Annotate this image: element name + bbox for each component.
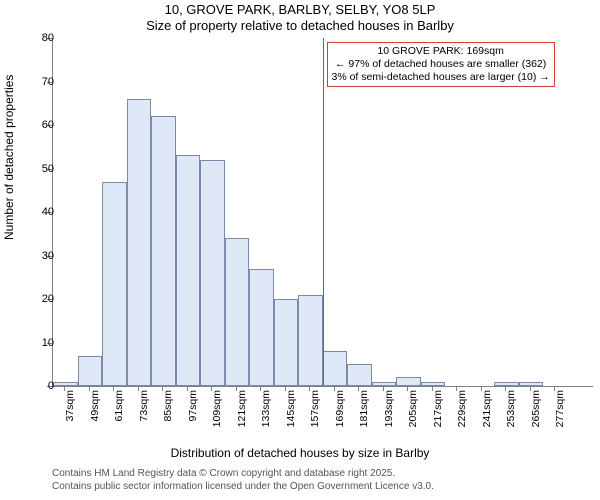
x-tick-label: 73sqm (138, 390, 150, 438)
histogram-bar (249, 269, 274, 386)
x-tick-label: 109sqm (211, 390, 223, 438)
x-tick-label: 217sqm (432, 390, 444, 438)
x-tick-label: 241sqm (481, 390, 493, 438)
histogram-bar (298, 295, 323, 386)
footer-line-1: Contains HM Land Registry data © Crown c… (52, 468, 395, 479)
histogram-bar (494, 382, 519, 386)
histogram-bar (396, 377, 421, 386)
plot-area: 10 GROVE PARK: 169sqm← 97% of detached h… (52, 38, 593, 387)
x-tick-label: 121sqm (236, 390, 248, 438)
x-tick-label: 157sqm (309, 390, 321, 438)
y-tick-label: 60 (42, 119, 54, 131)
histogram-bar (102, 182, 127, 386)
histogram-bar (127, 99, 152, 386)
x-tick-label: 97sqm (187, 390, 199, 438)
y-tick-label: 50 (42, 163, 54, 175)
x-tick-label: 133sqm (260, 390, 272, 438)
x-tick-label: 205sqm (407, 390, 419, 438)
histogram-bar (421, 382, 446, 386)
x-tick-label: 181sqm (358, 390, 370, 438)
histogram-bar (200, 160, 225, 386)
y-tick-label: 20 (42, 293, 54, 305)
x-tick-label: 265sqm (530, 390, 542, 438)
histogram-bar (323, 351, 348, 386)
histogram-bar (225, 238, 250, 386)
histogram-bar (53, 382, 78, 386)
y-tick-label: 0 (48, 380, 54, 392)
x-tick-label: 169sqm (334, 390, 346, 438)
y-tick-label: 70 (42, 76, 54, 88)
chart-title-main: 10, GROVE PARK, BARLBY, SELBY, YO8 5LP (0, 2, 600, 17)
chart-title-sub: Size of property relative to detached ho… (0, 18, 600, 33)
histogram-bar (274, 299, 299, 386)
x-tick-label: 61sqm (113, 390, 125, 438)
histogram-bar (519, 382, 544, 386)
y-tick-label: 10 (42, 337, 54, 349)
highlight-line (323, 38, 324, 386)
x-tick-label: 145sqm (285, 390, 297, 438)
x-tick-label: 253sqm (505, 390, 517, 438)
histogram-bar (78, 356, 103, 386)
highlight-callout: 10 GROVE PARK: 169sqm← 97% of detached h… (327, 42, 555, 87)
y-axis-label: Number of detached properties (2, 75, 16, 240)
histogram-bar (347, 364, 372, 386)
x-tick-label: 37sqm (64, 390, 76, 438)
x-tick-label: 49sqm (89, 390, 101, 438)
x-tick-label: 229sqm (456, 390, 468, 438)
histogram-bar (176, 155, 201, 386)
y-tick-label: 30 (42, 250, 54, 262)
x-axis-label: Distribution of detached houses by size … (0, 446, 600, 460)
x-tick-label: 277sqm (554, 390, 566, 438)
histogram-bar (151, 116, 176, 386)
y-tick-label: 80 (42, 32, 54, 44)
x-tick-label: 193sqm (383, 390, 395, 438)
histogram-bar (372, 382, 397, 386)
x-tick-label: 85sqm (162, 390, 174, 438)
y-tick-label: 40 (42, 206, 54, 218)
footer-line-2: Contains public sector information licen… (52, 481, 434, 492)
